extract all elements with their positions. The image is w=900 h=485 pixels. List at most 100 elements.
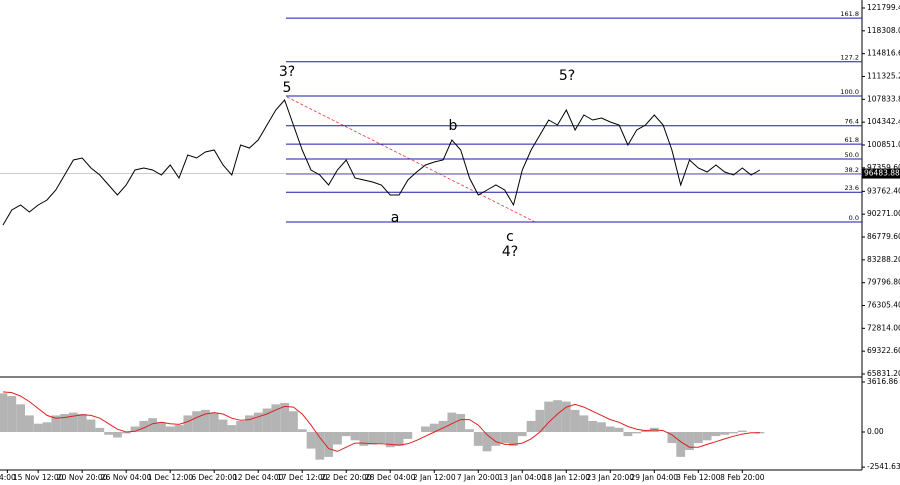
macd-bar [139, 420, 149, 433]
fib-label: 161.8 [840, 10, 859, 18]
x-tick-label: 3 Feb 12:00 [676, 473, 721, 482]
y-tick-label: 104342.40 [867, 117, 900, 126]
y-tick-label: 93762.40 [867, 186, 900, 195]
wave-label: c [506, 229, 514, 245]
x-tick-label: 12 Dec 04:00 [233, 473, 284, 482]
macd-bar [95, 427, 105, 433]
macd-bar [16, 404, 25, 433]
macd-bar [641, 430, 650, 433]
macd-bar [24, 415, 34, 433]
fib-label: 50.0 [845, 151, 859, 159]
macd-bar [271, 404, 281, 433]
macd-bar [333, 432, 342, 445]
trend-line [286, 96, 536, 223]
y-tick-label: 65831.20 [867, 369, 900, 378]
macd-bar [456, 414, 466, 433]
y-tick-label: 83288.20 [867, 255, 900, 264]
macd-bar [500, 432, 510, 444]
y-tick-label: 114816.60 [867, 49, 900, 58]
macd-bar [465, 429, 474, 433]
macd-bar [289, 411, 298, 433]
macd-bar [632, 432, 642, 434]
macd-bar [306, 432, 316, 449]
macd-bar [236, 420, 246, 433]
macd-bar [702, 432, 712, 441]
macd-bar [157, 422, 166, 433]
y-tick-label: 121799.40 [867, 3, 900, 12]
macd-bar [385, 432, 395, 448]
macd-bar [33, 423, 43, 433]
macd-bar [561, 401, 571, 433]
x-tick-label: 6 Dec 20:00 [191, 473, 237, 482]
macd-bar [737, 430, 747, 433]
macd-bar [183, 415, 193, 433]
macd-bar [69, 412, 78, 433]
fib-label: 100.0 [840, 88, 859, 96]
y-tick-label: 111325.20 [867, 71, 900, 80]
wave-label: 3? [279, 64, 295, 80]
macd-bar [104, 432, 114, 435]
macd-bar [148, 418, 158, 433]
x-tick-label: 7 Jan 20:00 [457, 473, 500, 482]
macd-bar [86, 419, 96, 433]
macd-bar [720, 432, 730, 435]
macd-bar [685, 432, 694, 450]
macd-bar [209, 412, 219, 433]
x-tick-label: 26 Nov 04:00 [101, 473, 152, 482]
macd-bar [403, 432, 413, 439]
y-tick-label: 79796.80 [867, 278, 900, 287]
macd-bar [421, 426, 430, 433]
wave-label: 4? [502, 244, 518, 260]
macd-bar [429, 423, 439, 433]
macd-bar [324, 432, 334, 457]
x-tick-label: 13 Jan 04:00 [499, 473, 547, 482]
wave-label: 5? [559, 68, 575, 84]
macd-bar [667, 432, 677, 444]
macd-bar [597, 422, 606, 433]
macd-bar [0, 393, 8, 433]
macd-bar [377, 432, 386, 444]
macd-bar [253, 412, 263, 433]
fib-label: 23.6 [845, 184, 859, 192]
x-tick-label: 22 Dec 20:00 [321, 473, 372, 482]
macd-bar [121, 432, 131, 434]
fib-label: 38.2 [845, 166, 859, 174]
y-tick-label: 0.00 [867, 427, 884, 436]
macd-bar [473, 432, 483, 446]
macd-bar [579, 415, 589, 433]
signal-line [2, 391, 760, 452]
y-tick-label: -2541.63 [867, 462, 900, 471]
macd-bar [605, 426, 615, 433]
y-tick-label: 76305.40 [867, 301, 900, 310]
macd-bar [262, 408, 272, 433]
macd-bar [394, 432, 404, 446]
fib-label: 127.2 [840, 54, 859, 62]
macd-bar [491, 432, 501, 446]
macd-bar [341, 432, 351, 437]
macd-bar [280, 402, 290, 433]
macd-bar [218, 419, 228, 433]
x-tick-label: 18 Jan 12:00 [543, 473, 591, 482]
macd-bar [350, 432, 360, 441]
current-price-box [862, 168, 900, 179]
x-tick-label: 29 Jan 04:00 [631, 473, 679, 482]
macd-bar [482, 432, 492, 452]
macd-bar [113, 432, 122, 438]
fib-label: 0.0 [849, 214, 859, 222]
y-tick-label: 90271.00 [867, 209, 900, 218]
macd-bar [517, 432, 527, 437]
wave-label: a [391, 210, 400, 226]
x-tick-label: 4:00 [0, 473, 16, 482]
y-tick-label: 86779.60 [867, 232, 900, 241]
y-tick-label: 107833.80 [867, 94, 900, 103]
y-tick-label: 118308.00 [867, 26, 900, 35]
macd-bar [245, 415, 254, 433]
macd-bar [165, 426, 175, 433]
y-tick-label: 100851.00 [867, 140, 900, 149]
macd-bar [588, 420, 598, 433]
macd-bar [693, 432, 703, 444]
macd-bar [509, 432, 518, 446]
x-tick-label: 2 Jan 12:00 [413, 473, 456, 482]
